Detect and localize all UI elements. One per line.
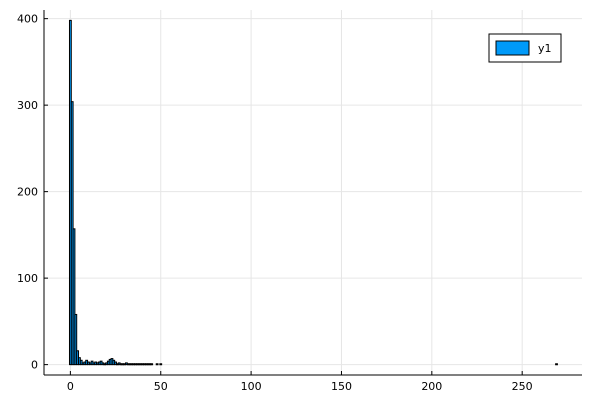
y-tick-label: 400 xyxy=(17,13,38,26)
histogram-bar xyxy=(150,363,154,366)
y-axis-ticks: 0 100 200 300 400 xyxy=(17,13,48,372)
x-tick-label: 100 xyxy=(241,380,262,393)
legend-label: y1 xyxy=(538,42,552,55)
histogram-bar xyxy=(74,313,78,366)
legend-swatch xyxy=(495,40,530,56)
histogram-bar xyxy=(72,228,76,366)
y-tick-label: 200 xyxy=(17,186,38,199)
x-tick-label: 250 xyxy=(512,380,533,393)
histogram-bar xyxy=(155,363,159,366)
y-tick-label: 300 xyxy=(17,99,38,112)
y-tick-label: 100 xyxy=(17,272,38,285)
x-tick-label: 150 xyxy=(331,380,352,393)
axes-group xyxy=(43,10,582,376)
bars-group xyxy=(68,19,558,366)
y-tick-label: 0 xyxy=(31,359,38,372)
histogram-bar xyxy=(159,363,163,366)
x-tick-label: 0 xyxy=(67,380,74,393)
grid-lines xyxy=(44,10,582,375)
x-axis-ticks: 0 50 100 150 200 250 xyxy=(67,371,533,393)
x-tick-label: 50 xyxy=(154,380,168,393)
histogram-bar xyxy=(555,363,558,366)
legend: y1 xyxy=(488,33,562,63)
x-tick-label: 200 xyxy=(421,380,442,393)
